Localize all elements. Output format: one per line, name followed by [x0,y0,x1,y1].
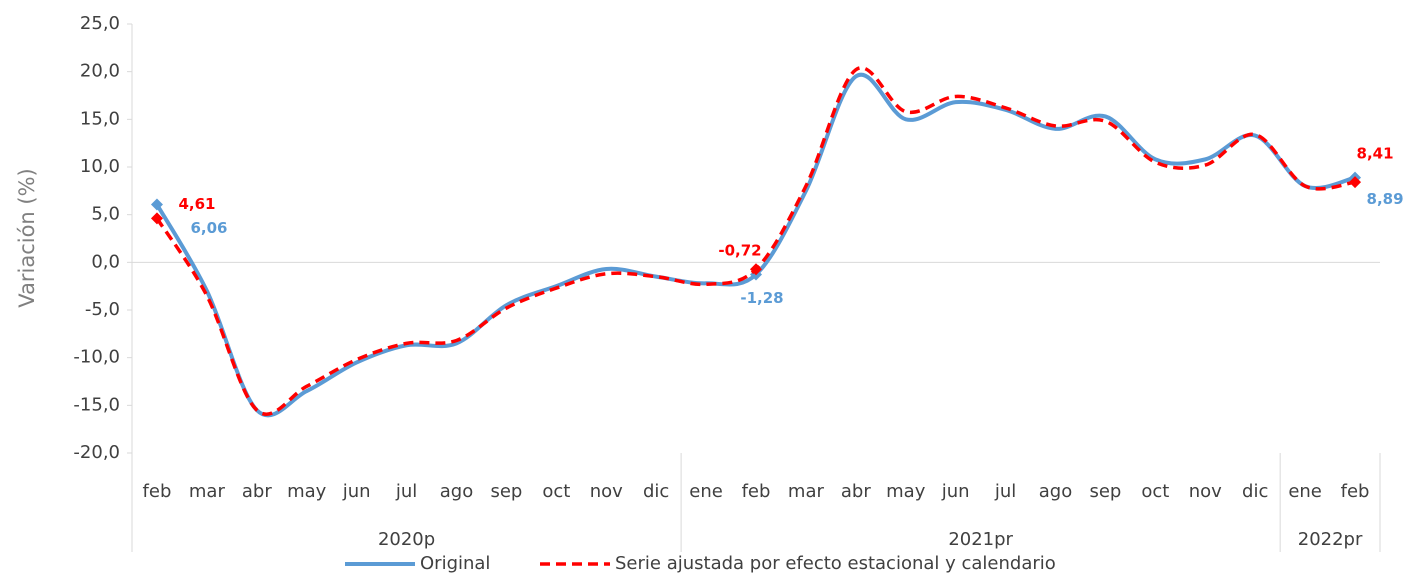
group-label: 2020p [378,529,435,550]
x-tick-label: ene [1288,481,1322,502]
x-tick-label: ago [1039,481,1072,502]
x-tick-label: feb [1341,481,1370,502]
x-tick-label: abr [242,481,272,502]
data-label: 8,41 [1357,145,1394,163]
x-tick-label: mar [189,481,226,502]
x-tick-label: jun [941,481,970,502]
data-label: 6,06 [190,219,227,237]
y-tick-label: -10,0 [73,347,120,368]
y-tick-label: 0,0 [91,251,120,272]
x-tick-label: mar [788,481,825,502]
x-tick-label: nov [590,481,623,502]
legend-label: Serie ajustada por efecto estacional y c… [615,553,1056,574]
x-tick-label: oct [1141,481,1169,502]
x-tick-label: feb [742,481,771,502]
y-tick-label: 25,0 [80,13,120,34]
data-label: -1,28 [740,289,783,307]
x-tick-label: jul [395,481,417,502]
y-tick-label: 15,0 [80,108,120,129]
group-label: 2022pr [1298,529,1363,550]
series-line [155,66,1356,416]
group-label: 2021pr [948,529,1013,550]
x-tick-label: oct [542,481,570,502]
legend-label: Original [420,553,490,574]
x-tick-label: ago [440,481,473,502]
y-axis-label: Variación (%) [15,168,39,308]
x-tick-label: jun [342,481,371,502]
marker [150,212,163,225]
x-tick-label: jul [994,481,1016,502]
x-tick-label: sep [490,481,522,502]
y-tick-label: -5,0 [85,299,120,320]
x-tick-label: nov [1189,481,1222,502]
marker [150,198,163,211]
x-tick-label: sep [1089,481,1121,502]
x-tick-label: ene [689,481,723,502]
data-label: 8,89 [1367,190,1404,208]
y-tick-label: 5,0 [91,204,120,225]
data-label: -0,72 [718,242,761,260]
y-tick-label: -15,0 [73,394,120,415]
x-tick-label: may [886,481,926,502]
marker [750,263,762,276]
y-tick-label: 20,0 [80,61,120,82]
x-tick-label: may [287,481,327,502]
x-tick-label: abr [841,481,871,502]
marker [1349,176,1362,189]
x-tick-label: dic [643,481,669,502]
x-tick-label: feb [143,481,172,502]
x-tick-label: dic [1242,481,1268,502]
data-label: 4,61 [178,195,215,213]
y-tick-label: 10,0 [80,156,120,177]
y-tick-label: -20,0 [73,442,120,463]
